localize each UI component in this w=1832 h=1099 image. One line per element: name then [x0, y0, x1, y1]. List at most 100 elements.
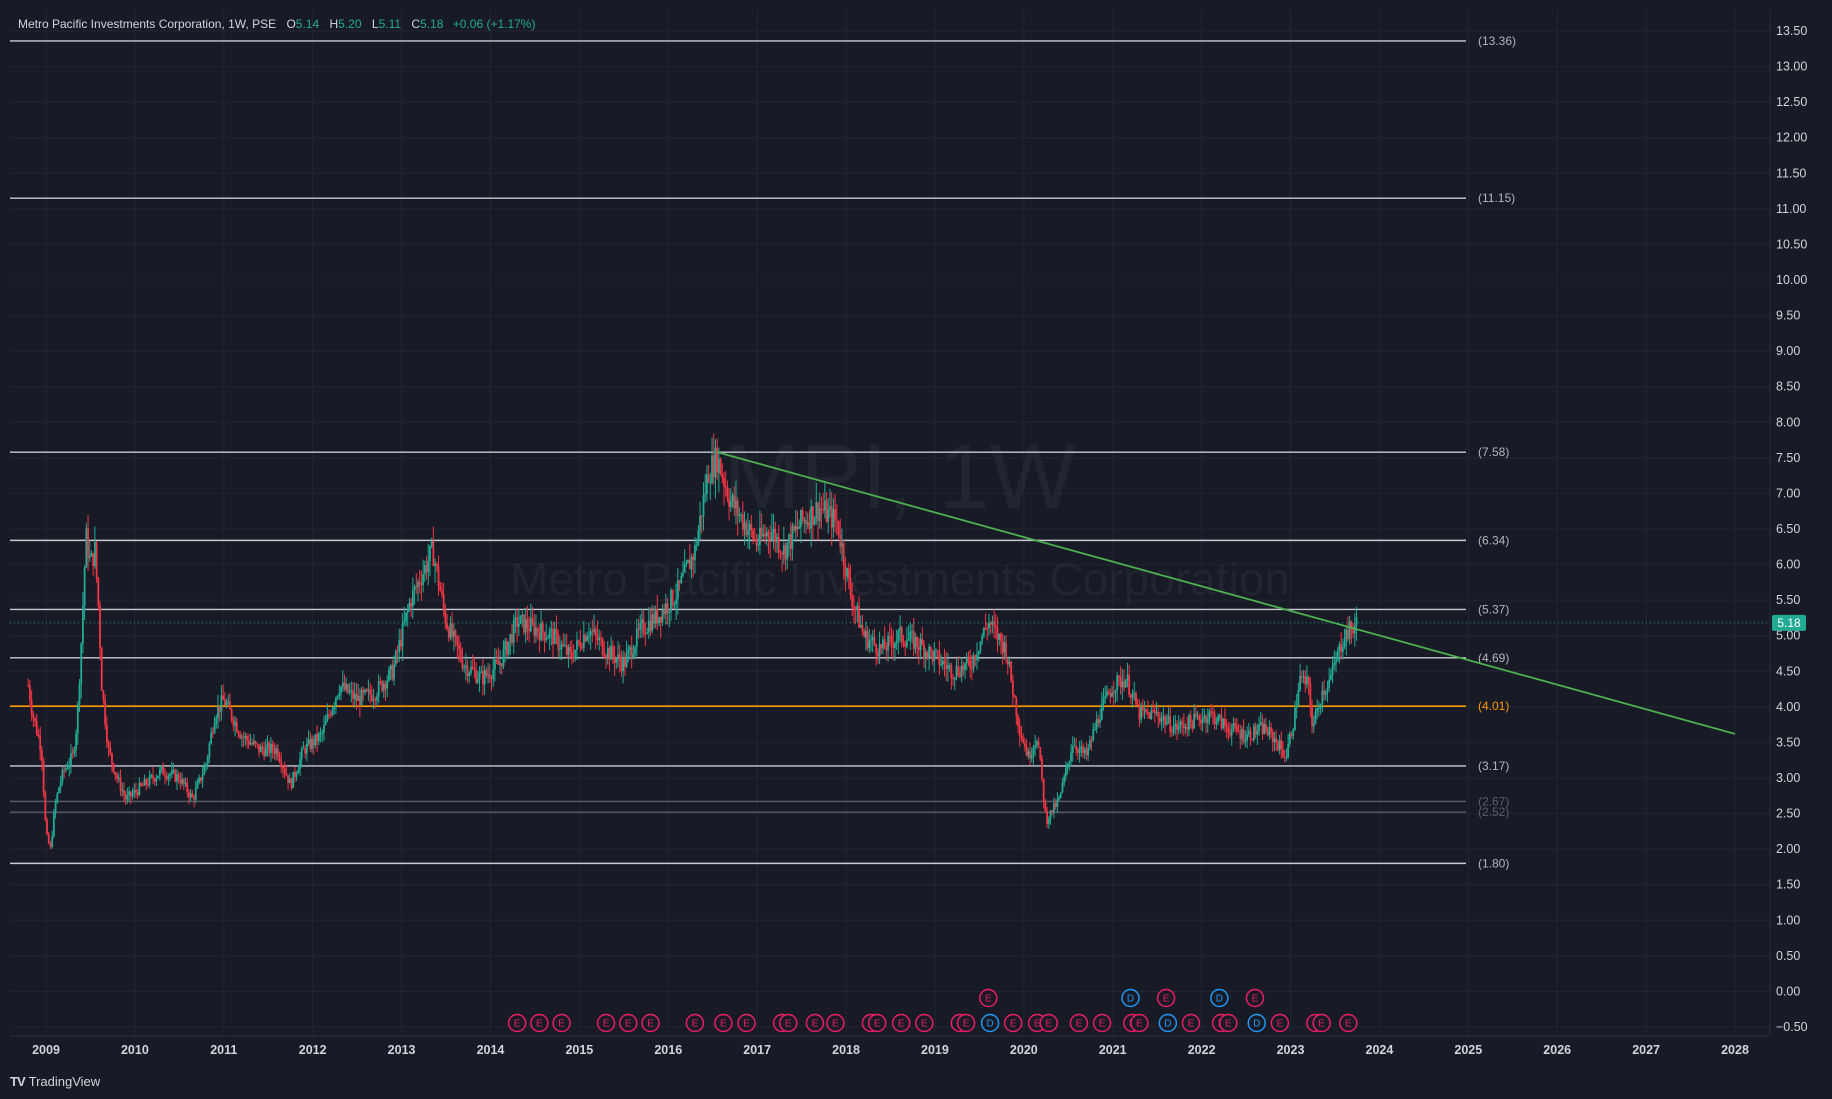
earnings-event-marker[interactable]: E — [1130, 1013, 1149, 1033]
candle-body — [273, 750, 276, 755]
symbol-legend[interactable]: Metro Pacific Investments Corporation, 1… — [18, 17, 535, 31]
candle-body — [547, 637, 549, 639]
earnings-event-marker[interactable]: E — [619, 1013, 638, 1033]
earnings-event-marker[interactable]: E — [685, 1013, 705, 1033]
earnings-event-marker[interactable]: E — [1069, 1013, 1089, 1033]
candle-body — [1302, 676, 1305, 678]
candle-body — [620, 661, 623, 672]
candle-body — [608, 648, 611, 660]
tradingview-branding[interactable]: TV TradingView — [10, 1074, 100, 1089]
dividend-event-marker[interactable]: D — [1121, 988, 1140, 1008]
candle-body — [104, 699, 107, 725]
event-markers[interactable]: EDEDEEEEEEEEEEEEEEEEEEEEDEEEEEEEDEEEDEEE… — [507, 988, 1358, 1033]
candle-body — [58, 787, 60, 794]
candle-body — [1258, 724, 1260, 732]
candle-body — [427, 561, 430, 572]
candle-body — [887, 636, 890, 651]
candle-body — [1005, 642, 1007, 660]
candle-body — [964, 663, 966, 670]
candle-body — [854, 607, 857, 610]
earnings-event-marker[interactable]: E — [641, 1013, 660, 1033]
candle-body — [883, 639, 886, 649]
candle-body — [47, 834, 50, 844]
earnings-event-marker[interactable]: E — [891, 1013, 911, 1033]
candle-body — [1094, 729, 1096, 731]
earnings-event-marker[interactable]: E — [979, 988, 998, 1008]
candle-body — [906, 641, 908, 647]
earnings-event-marker[interactable]: E — [714, 1013, 733, 1033]
earnings-event-marker[interactable]: E — [1339, 1013, 1358, 1033]
earnings-event-marker[interactable]: E — [1156, 988, 1176, 1008]
close-value: 5.18 — [420, 17, 444, 31]
time-tick-label: 2019 — [921, 1043, 949, 1057]
candle-body — [721, 474, 724, 478]
earnings-event-marker[interactable]: E — [1219, 1013, 1238, 1033]
time-axis[interactable]: 2009 2010 2011 2012 2013 2014 2015 2016 2017 2018… — [32, 1043, 1749, 1057]
level-label: (11.15) — [1478, 191, 1515, 205]
trendline-layer[interactable] — [716, 451, 1736, 735]
candle-body — [1268, 727, 1271, 736]
earnings-event-marker[interactable]: E — [596, 1013, 616, 1033]
candle-body — [1027, 751, 1030, 756]
earnings-event-marker[interactable]: E — [737, 1013, 756, 1033]
earnings-event-marker[interactable]: E — [1270, 1013, 1290, 1033]
candle-body — [902, 641, 905, 644]
candle-body — [916, 637, 919, 647]
earnings-event-marker[interactable]: E — [1039, 1013, 1058, 1033]
time-tick-label: 2011 — [210, 1043, 237, 1057]
earnings-event-marker[interactable]: E — [1181, 1013, 1201, 1033]
candle-body — [119, 777, 122, 791]
earnings-event-marker[interactable]: E — [1092, 1013, 1112, 1033]
earnings-event-marker[interactable]: E — [867, 1013, 887, 1033]
dividend-event-marker[interactable]: D — [1210, 988, 1229, 1008]
candle-body — [78, 683, 81, 705]
candle-body — [205, 764, 207, 767]
candle-body — [220, 695, 223, 712]
dividend-event-marker[interactable]: D — [1158, 1013, 1178, 1033]
candle-body — [396, 651, 399, 653]
candle-body — [340, 686, 342, 693]
candle-body — [350, 690, 353, 692]
candle-body — [1112, 692, 1115, 694]
trendline[interactable] — [716, 451, 1736, 735]
time-tick-label: 2026 — [1543, 1043, 1571, 1057]
earnings-event-marker[interactable]: E — [779, 1013, 798, 1033]
candle-body — [921, 639, 924, 645]
level-label: (2.52) — [1478, 805, 1509, 819]
event-circle — [805, 1013, 825, 1033]
candle-body — [929, 647, 932, 651]
price-axis[interactable]: 13.50 13.00 12.50 12.00 11.50 11.00 10.50 10.00… — [1776, 24, 1808, 1034]
earnings-event-marker[interactable]: E — [552, 1013, 571, 1033]
candle-body — [364, 689, 366, 693]
earnings-event-marker[interactable]: E — [826, 1013, 845, 1033]
candle-body — [1013, 694, 1016, 699]
candle-body — [829, 506, 831, 510]
candle-body — [145, 779, 148, 785]
candle-body — [781, 553, 784, 555]
candle-body — [1017, 715, 1019, 726]
earnings-event-marker[interactable]: E — [1003, 1013, 1023, 1033]
candle-body — [434, 563, 436, 566]
earnings-event-marker[interactable]: E — [805, 1013, 825, 1033]
earnings-event-marker[interactable]: E — [1245, 988, 1265, 1008]
candle-body — [1246, 734, 1249, 741]
candle-body — [627, 649, 630, 654]
candle-body — [464, 665, 467, 668]
candle-body — [658, 617, 660, 624]
earnings-event-marker[interactable]: E — [915, 1013, 934, 1033]
candle-body — [553, 628, 556, 644]
candle-body — [1312, 723, 1315, 727]
earnings-event-marker[interactable]: E — [1312, 1013, 1331, 1033]
event-letter: E — [1252, 994, 1259, 1005]
candle-body — [1051, 810, 1054, 813]
dividend-event-marker[interactable]: D — [1247, 1013, 1266, 1033]
candle-body — [117, 777, 120, 779]
horizontal-levels[interactable]: (13.36) (11.15) (7.58) (6.34) (5.37) (4.69) (4… — [10, 34, 1516, 870]
candle-body — [444, 607, 447, 624]
earnings-event-marker[interactable]: E — [956, 1013, 976, 1033]
earnings-event-marker[interactable]: E — [530, 1013, 549, 1033]
earnings-event-marker[interactable]: E — [507, 1013, 527, 1033]
dividend-event-marker[interactable]: D — [980, 1013, 1000, 1033]
candle-body — [719, 458, 722, 475]
